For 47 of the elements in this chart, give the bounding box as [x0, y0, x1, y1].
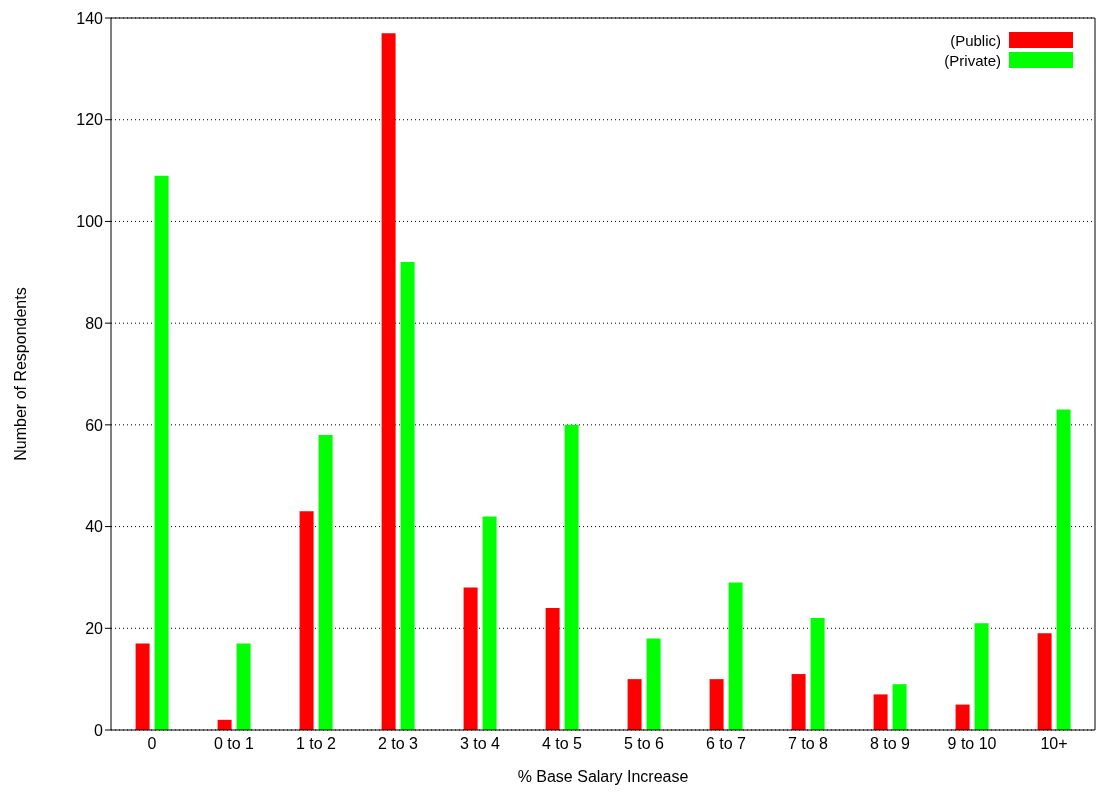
x-tick-label: 0 to 1 — [213, 735, 255, 753]
bar — [627, 679, 642, 730]
legend-label: (Public) — [950, 31, 1001, 49]
x-tick-label: 4 to 5 — [541, 735, 583, 753]
bar — [709, 679, 724, 730]
x-tick-label: 6 to 7 — [705, 735, 747, 753]
bar — [299, 511, 314, 730]
y-tick-label: 100 — [76, 213, 104, 231]
bar — [236, 643, 251, 730]
bar — [135, 643, 150, 730]
x-tick-label: 8 to 9 — [869, 735, 911, 753]
y-tick-label: 20 — [85, 619, 104, 637]
x-tick-label: 9 to 10 — [947, 735, 997, 753]
x-axis-title: % Base Salary Increase — [517, 768, 689, 785]
bar — [1037, 633, 1052, 730]
bar — [728, 582, 743, 730]
x-tick-label: 10+ — [1040, 735, 1068, 753]
y-axis-title: Number of Respondents — [11, 287, 29, 461]
bar — [791, 674, 806, 730]
bar — [1056, 409, 1071, 730]
x-tick-label: 1 to 2 — [295, 735, 337, 753]
bar — [318, 435, 333, 730]
y-tick-label: 140 — [76, 9, 104, 27]
y-tick-label: 60 — [85, 416, 104, 434]
bar — [154, 175, 169, 730]
y-tick-label: 80 — [85, 314, 104, 332]
bar — [482, 516, 497, 730]
bar — [545, 607, 560, 730]
x-tick-label: 7 to 8 — [787, 735, 829, 753]
legend-label: (Private) — [944, 51, 1001, 69]
bar — [974, 623, 989, 730]
x-tick-label: 5 to 6 — [623, 735, 665, 753]
y-tick-label: 0 — [94, 721, 104, 739]
bar — [564, 424, 579, 730]
bar — [955, 704, 970, 730]
x-tick-label: 2 to 3 — [377, 735, 419, 753]
bar — [873, 694, 888, 730]
bar — [646, 638, 661, 730]
y-tick-label: 120 — [76, 111, 104, 129]
bar — [892, 684, 907, 730]
bar — [463, 587, 478, 730]
bar — [810, 618, 825, 730]
bar — [400, 262, 415, 730]
x-tick-label: 0 — [147, 735, 157, 753]
bar — [381, 33, 396, 730]
x-tick-label: 3 to 4 — [459, 735, 501, 753]
y-tick-label: 40 — [85, 518, 104, 536]
